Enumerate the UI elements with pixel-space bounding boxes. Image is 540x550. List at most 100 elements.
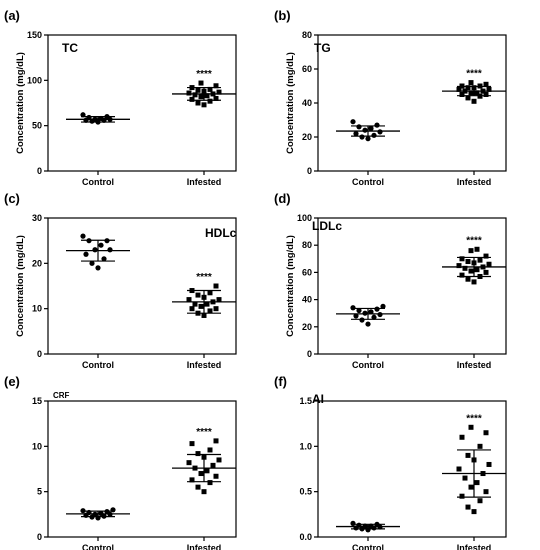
data-point [195,100,201,106]
significance-label: **** [466,413,482,424]
scatter-plot: (b) 0 20 40 60 80 Control Infested Concentration… [274,8,507,187]
panel-tag: (a) [4,8,20,23]
data-point [195,292,201,298]
data-point [350,305,356,311]
significance-label: **** [196,69,212,80]
data-point [483,81,489,87]
chart-title: LDLc [312,219,342,233]
data-point [465,276,471,282]
data-point [98,242,104,248]
series-infested [172,283,236,318]
data-point [213,438,219,444]
plot-frame [47,400,237,538]
data-point [474,90,480,96]
plot-frame [317,34,507,172]
data-point [471,98,477,104]
data-point [201,102,207,108]
data-point [474,267,480,273]
chart-title: CRF [53,391,70,400]
y-axis-label: Concentration (mg/dL) [15,52,26,154]
data-point [356,307,362,314]
data-point [195,87,201,93]
data-point [483,92,489,97]
y-tick-label: 100 [27,75,42,85]
data-point [468,80,474,86]
y-tick-label: 20 [302,132,312,142]
data-point [95,265,101,271]
panel-tag: (b) [274,8,291,23]
data-point [465,504,471,510]
series-infested [442,80,506,104]
y-tick-label: 0.0 [299,532,312,542]
data-point [483,253,489,259]
scatter-plot: (d) 0 20 40 60 80 100 Control Infested Concentrat… [274,191,507,370]
y-axis-label: Concentration (mg/dL) [15,235,26,337]
data-point [216,297,222,303]
data-point [353,131,359,137]
data-point [465,85,471,91]
data-point [380,303,386,309]
series-control [336,119,400,142]
x-tick-label: Infested [457,177,492,187]
y-tick-label: 20 [32,258,42,268]
data-point [462,265,468,271]
data-point [374,122,380,128]
y-tick-label: 40 [302,295,312,305]
chart-title: TG [314,41,331,55]
data-point [483,269,489,275]
chart-title: HDLc [205,226,237,240]
y-tick-label: 0 [37,532,42,542]
series-control [336,303,400,327]
data-point [468,248,474,254]
data-point [207,308,213,314]
data-point [213,83,219,89]
series-infested [172,438,236,495]
data-point [186,90,192,96]
data-point [80,233,86,239]
data-point [213,473,219,479]
significance-label: **** [466,69,482,80]
data-point [459,434,465,440]
y-tick-label: 30 [32,213,42,223]
y-tick-label: 0 [307,349,312,359]
chart-title: TC [62,41,78,55]
data-point [359,134,365,140]
chart-panel-5: (e) 0 5 10 15 Control Infested CRF **** [0,366,270,550]
data-point [207,447,213,453]
x-tick-label: Control [352,543,384,550]
data-point [468,484,474,490]
data-point [474,480,480,486]
data-point [468,424,474,430]
data-point [465,95,471,101]
data-point [486,261,492,267]
plot-frame [47,34,237,172]
data-point [216,457,222,463]
y-axis-label: Concentration (mg/dL) [285,235,296,337]
data-point [216,89,222,95]
series-infested [172,80,236,108]
data-point [192,301,198,307]
data-point [207,480,213,486]
chart-panel-1: (a) 0 50 100 150 Control Infested Concentration… [0,0,270,187]
data-point [107,247,113,253]
significance-label: **** [196,427,212,438]
chart-panel-2: (b) 0 20 40 60 80 Control Infested Concentration… [270,0,540,187]
chart-panel-4: (d) 0 20 40 60 80 100 Control Infested Concentrat… [270,183,540,370]
y-tick-label: 1.0 [299,441,312,451]
data-point [483,489,489,495]
y-tick-label: 150 [27,30,42,40]
data-point [207,98,213,104]
x-tick-label: Infested [187,177,222,187]
data-point [210,462,216,468]
data-point [486,86,492,92]
data-point [474,246,480,252]
data-point [365,321,371,327]
data-point [477,443,483,449]
x-tick-label: Control [82,177,114,187]
data-point [459,272,465,278]
data-point [456,86,462,92]
data-point [213,95,219,101]
series-control [336,520,400,533]
data-point [362,127,368,133]
y-tick-label: 1.5 [299,396,312,406]
